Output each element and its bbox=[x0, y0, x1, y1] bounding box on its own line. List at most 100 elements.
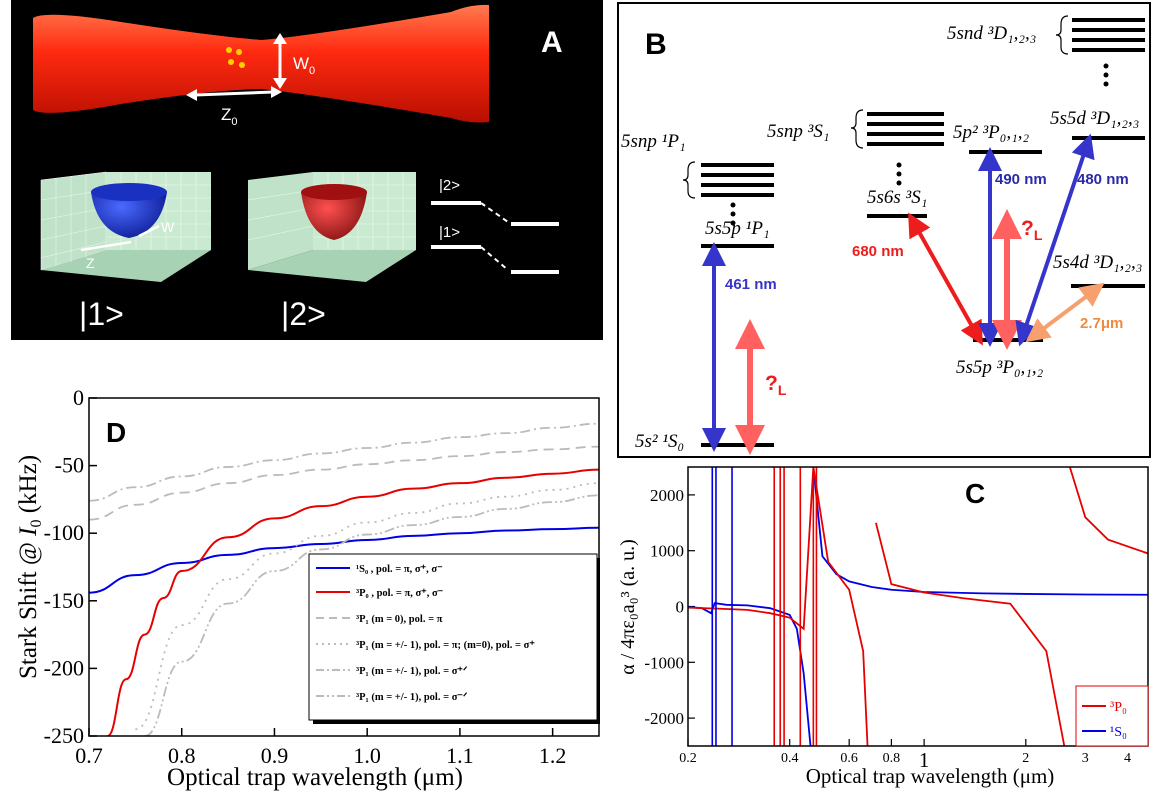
chart-d-xlabel: Optical trap wavelength (μm) bbox=[167, 764, 463, 791]
level-1-label: |1> bbox=[439, 224, 460, 241]
label-490nm: 490 nm bbox=[995, 171, 1047, 188]
label-680nm: 680 nm bbox=[852, 243, 904, 260]
chart-c-xlabel: Optical trap wavelength (μm) bbox=[806, 764, 1055, 788]
chart-d-legend: ¹S₀ , pol. = π, σ⁺, σ⁻ ³P₀ , pol. = π, σ… bbox=[308, 553, 602, 724]
chart-d-ylabel: Stark Shift @ I0 (kHz) bbox=[15, 455, 45, 679]
x-tick-label: 3 bbox=[1082, 751, 1089, 766]
legend-d-6: ³P₁ (m = +/- 1), pol. = σ⁻ᐟ bbox=[356, 691, 468, 703]
series-line-d-4 bbox=[135, 482, 599, 731]
x-tick-label: 1.0 bbox=[353, 743, 381, 768]
x-tick-label: 4 bbox=[1124, 751, 1131, 766]
x-tick-label: 0.4 bbox=[781, 751, 799, 766]
state-2-label: |2> bbox=[281, 296, 326, 332]
x-tick-label: 0.7 bbox=[75, 743, 103, 768]
svg-text:W: W bbox=[161, 219, 175, 235]
y-tick-label: -250 bbox=[44, 723, 84, 748]
level-5p2-3p: 5p² ³P₀,₁,₂ bbox=[953, 122, 1029, 143]
laser-beam bbox=[33, 4, 489, 123]
chart-d: 0.7 0.8 0.9 1.0 1.1 1.2 0 -50 -100 -150 -200 -250 D… bbox=[15, 385, 602, 791]
y-tick-label: -50 bbox=[55, 453, 84, 478]
atom-dot bbox=[239, 62, 245, 68]
level-5s5p-3p: 5s5p ³P₀,₁,₂ bbox=[956, 357, 1044, 378]
y-tick-label: -200 bbox=[44, 655, 84, 680]
level-ground: 5s² ¹S₀ bbox=[635, 431, 684, 452]
w0-arrow bbox=[273, 33, 287, 89]
level-5snd-3d: 5snd ³D₁,₂,₃ bbox=[947, 23, 1036, 44]
legend-d-2: ³P₀ , pol. = π, σ⁺, σ⁻ bbox=[356, 588, 444, 599]
svg-text:Z: Z bbox=[86, 255, 95, 271]
atom-dot bbox=[228, 59, 234, 65]
level-5s5d-3d: 5s5d ³D₁,₂,₃ bbox=[1050, 108, 1139, 129]
panel-a-label: A bbox=[541, 26, 563, 59]
panel-d: 0.7 0.8 0.9 1.0 1.1 1.2 0 -50 -100 -150 -200 -250 D… bbox=[0, 380, 602, 797]
trap-well-2 bbox=[247, 172, 416, 282]
level-5snp-3s1: 5snp ³S₁ bbox=[767, 121, 829, 142]
z0-label: Z bbox=[221, 105, 231, 124]
energy-level-scheme: B bbox=[617, 2, 1151, 458]
arrow-680nm bbox=[908, 212, 983, 346]
panel-b-label: B bbox=[645, 28, 667, 61]
label-461nm: 461 nm bbox=[725, 276, 777, 293]
chart-c-ylabel: α / 4πε₀a₀³ (a. u.) bbox=[617, 539, 639, 675]
y-tick-label: 1000 bbox=[650, 542, 684, 561]
x-tick-label: 1.1 bbox=[446, 743, 474, 768]
panel-a: W0 Z0 A Z W bbox=[11, 0, 603, 340]
panel-c: 0.2 0.4 0.6 0.8 1 2 3 4 2000 1000 0 -1000 -2000 C Op… bbox=[600, 455, 1154, 797]
w0-label: W bbox=[293, 54, 309, 73]
level-5s5p-1p1: 5s5p ¹P₁ bbox=[705, 218, 770, 239]
y-tick-label: 2000 bbox=[650, 486, 684, 505]
series-line-d-3 bbox=[89, 445, 599, 521]
svg-text:Z0: Z0 bbox=[221, 105, 238, 128]
y-tick-label: -150 bbox=[44, 588, 84, 613]
level-5s4d-3d: 5s4d ³D₁,₂,₃ bbox=[1053, 252, 1142, 273]
panel-a-illustration: W0 Z0 A Z W bbox=[33, 4, 563, 332]
label-480nm: 480 nm bbox=[1077, 171, 1129, 188]
x-tick-label: 0.8 bbox=[883, 751, 901, 766]
label-lambda-l-2: ? bbox=[1021, 217, 1034, 240]
svg-text:?L: ?L bbox=[765, 372, 787, 398]
svg-text:?L: ?L bbox=[1021, 217, 1043, 243]
chart-c: 0.2 0.4 0.6 0.8 1 2 3 4 2000 1000 0 -1000 -2000 C Op… bbox=[617, 466, 1149, 788]
arrow-2-7um bbox=[1025, 282, 1105, 343]
y-tick-label: -100 bbox=[44, 520, 84, 545]
svg-text:W0: W0 bbox=[293, 54, 315, 77]
y-tick-label: 0 bbox=[73, 385, 84, 410]
x-tick-label: 0.8 bbox=[168, 743, 196, 768]
legend-c-1: ³P₀ bbox=[1110, 700, 1127, 715]
label-lambda-l-1: ? bbox=[765, 372, 778, 395]
x-tick-label: 0.6 bbox=[840, 751, 858, 766]
x-tick-label: 1 bbox=[919, 748, 930, 772]
z0-arrow bbox=[186, 86, 282, 101]
legend-c-2: ¹S₀ bbox=[1110, 725, 1127, 740]
y-tick-label: -1000 bbox=[644, 653, 684, 672]
trap-well-1: Z W bbox=[40, 171, 211, 282]
state-1-label: |1> bbox=[79, 296, 124, 332]
series-line-d-6 bbox=[144, 494, 599, 736]
legend-d-5: ³P₁ (m = +/- 1), pol. = σ⁺ᐟ bbox=[356, 665, 468, 677]
atom-dot bbox=[236, 49, 242, 55]
atom-dot bbox=[226, 47, 232, 53]
series-line-d-2 bbox=[106, 468, 599, 736]
y-tick-label: 0 bbox=[676, 598, 685, 617]
legend-d-3: ³P₁ (m = 0), pol. = π bbox=[356, 614, 443, 625]
energy-level-diagram bbox=[431, 201, 559, 274]
panel-c-label: C bbox=[965, 478, 985, 509]
x-tick-label: 0.9 bbox=[261, 743, 289, 768]
energy-levels bbox=[701, 18, 1145, 447]
label-2-7um: 2.7μm bbox=[1080, 315, 1123, 332]
chart-c-legend: ³P₀ ¹S₀ bbox=[1075, 685, 1149, 747]
legend-d-1: ¹S₀ , pol. = π, σ⁺, σ⁻ bbox=[356, 564, 443, 575]
series-line-c-1 bbox=[688, 467, 1148, 746]
level-5s6s-3s1: 5s6s ³S₁ bbox=[867, 187, 927, 208]
x-tick-label: 2 bbox=[1022, 751, 1029, 766]
x-tick-label: 0.2 bbox=[679, 751, 697, 766]
series-line-c-2 bbox=[688, 467, 1148, 746]
level-5snp-1p1: 5snp ¹P₁ bbox=[621, 131, 686, 152]
x-tick-label: 1.2 bbox=[539, 743, 567, 768]
legend-d-4: ³P₁ (m = +/- 1), pol. = π; (m=0), pol. =… bbox=[356, 640, 535, 651]
series-line-d-5 bbox=[89, 422, 599, 502]
panel-b: B bbox=[617, 2, 1152, 460]
y-tick-label: -2000 bbox=[644, 709, 684, 728]
level-2-label: |2> bbox=[439, 177, 460, 194]
panel-d-label: D bbox=[106, 417, 126, 448]
